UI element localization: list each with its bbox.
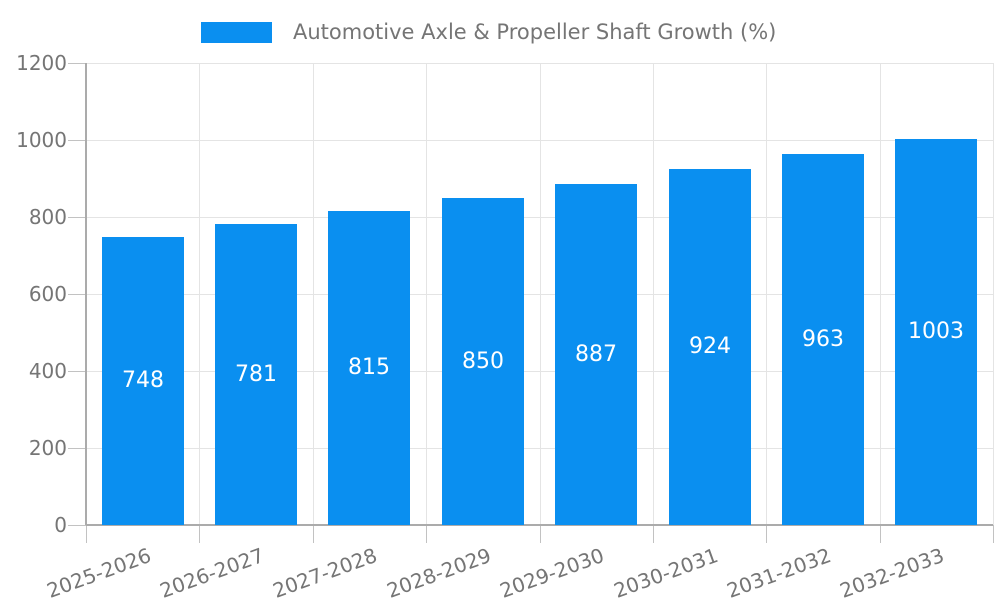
- bar[interactable]: 924: [669, 169, 751, 525]
- y-axis-tick: [68, 294, 86, 295]
- gridline-vertical: [313, 63, 314, 525]
- gridline-vertical: [199, 63, 200, 525]
- y-axis-tick: [68, 63, 86, 64]
- bar[interactable]: 963: [782, 154, 864, 525]
- bar[interactable]: 781: [215, 224, 297, 525]
- y-axis-tick: [68, 448, 86, 449]
- x-axis-label: 2030-2031: [610, 543, 721, 600]
- gridline-horizontal: [86, 294, 993, 295]
- y-axis-tick: [68, 140, 86, 141]
- bar[interactable]: 887: [555, 184, 637, 525]
- y-axis-label: 800: [28, 205, 67, 229]
- gridline-vertical: [540, 63, 541, 525]
- x-axis-tick: [540, 525, 541, 543]
- x-axis-tick: [653, 525, 654, 543]
- x-axis-baseline: [86, 524, 993, 526]
- x-axis-label: 2027-2028: [269, 543, 381, 600]
- bar[interactable]: 815: [328, 211, 410, 525]
- gridline-vertical: [653, 63, 654, 525]
- y-axis-label: 1200: [16, 51, 67, 75]
- x-axis-tick: [313, 525, 314, 543]
- y-axis-label: 400: [28, 359, 67, 383]
- gridline-vertical: [426, 63, 427, 525]
- gridline-vertical: [880, 63, 881, 525]
- x-axis-tick: [766, 525, 767, 543]
- bar[interactable]: 748: [102, 237, 184, 525]
- bar-value-label: 850: [462, 349, 504, 374]
- legend-swatch: [201, 22, 272, 43]
- bar-value-label: 748: [122, 368, 164, 393]
- y-axis-label: 1000: [16, 128, 67, 152]
- x-axis-label: 2032-2033: [836, 543, 948, 600]
- x-axis-tick: [993, 525, 994, 543]
- x-axis-tick: [199, 525, 200, 543]
- bar-value-label: 781: [235, 362, 277, 387]
- bar-value-label: 887: [575, 342, 617, 367]
- bar-value-label: 1003: [908, 319, 964, 344]
- y-axis-label: 600: [28, 282, 67, 306]
- bar-value-label: 924: [689, 334, 731, 359]
- bar[interactable]: 850: [442, 198, 524, 525]
- x-axis-label: 2029-2030: [496, 543, 608, 600]
- x-axis-label: 2031-2032: [723, 543, 835, 600]
- y-axis-tick: [68, 371, 86, 372]
- gridline-horizontal: [86, 140, 993, 141]
- x-axis-label: 2026-2027: [156, 543, 268, 600]
- x-axis-tick: [86, 525, 87, 543]
- bar[interactable]: 1003: [895, 139, 977, 525]
- gridline-vertical: [766, 63, 767, 525]
- legend-title: Automotive Axle & Propeller Shaft Growth…: [293, 20, 777, 44]
- gridline-horizontal: [86, 217, 993, 218]
- gridline-vertical: [993, 63, 994, 525]
- y-axis-tick: [68, 525, 86, 526]
- gridline-horizontal: [86, 63, 993, 64]
- x-axis-label: 2025-2026: [43, 543, 154, 600]
- gridline-horizontal: [86, 448, 993, 449]
- x-axis-tick: [880, 525, 881, 543]
- y-axis-label: 0: [54, 513, 67, 537]
- chart-legend: Automotive Axle & Propeller Shaft Growth…: [201, 22, 776, 43]
- y-axis-tick: [68, 217, 86, 218]
- gridline-horizontal: [86, 371, 993, 372]
- x-axis-label: 2028-2029: [383, 543, 495, 600]
- x-axis-tick: [426, 525, 427, 543]
- bar-value-label: 815: [348, 355, 390, 380]
- y-axis-line: [85, 63, 87, 525]
- y-axis-label: 200: [28, 436, 67, 460]
- bar-value-label: 963: [802, 327, 844, 352]
